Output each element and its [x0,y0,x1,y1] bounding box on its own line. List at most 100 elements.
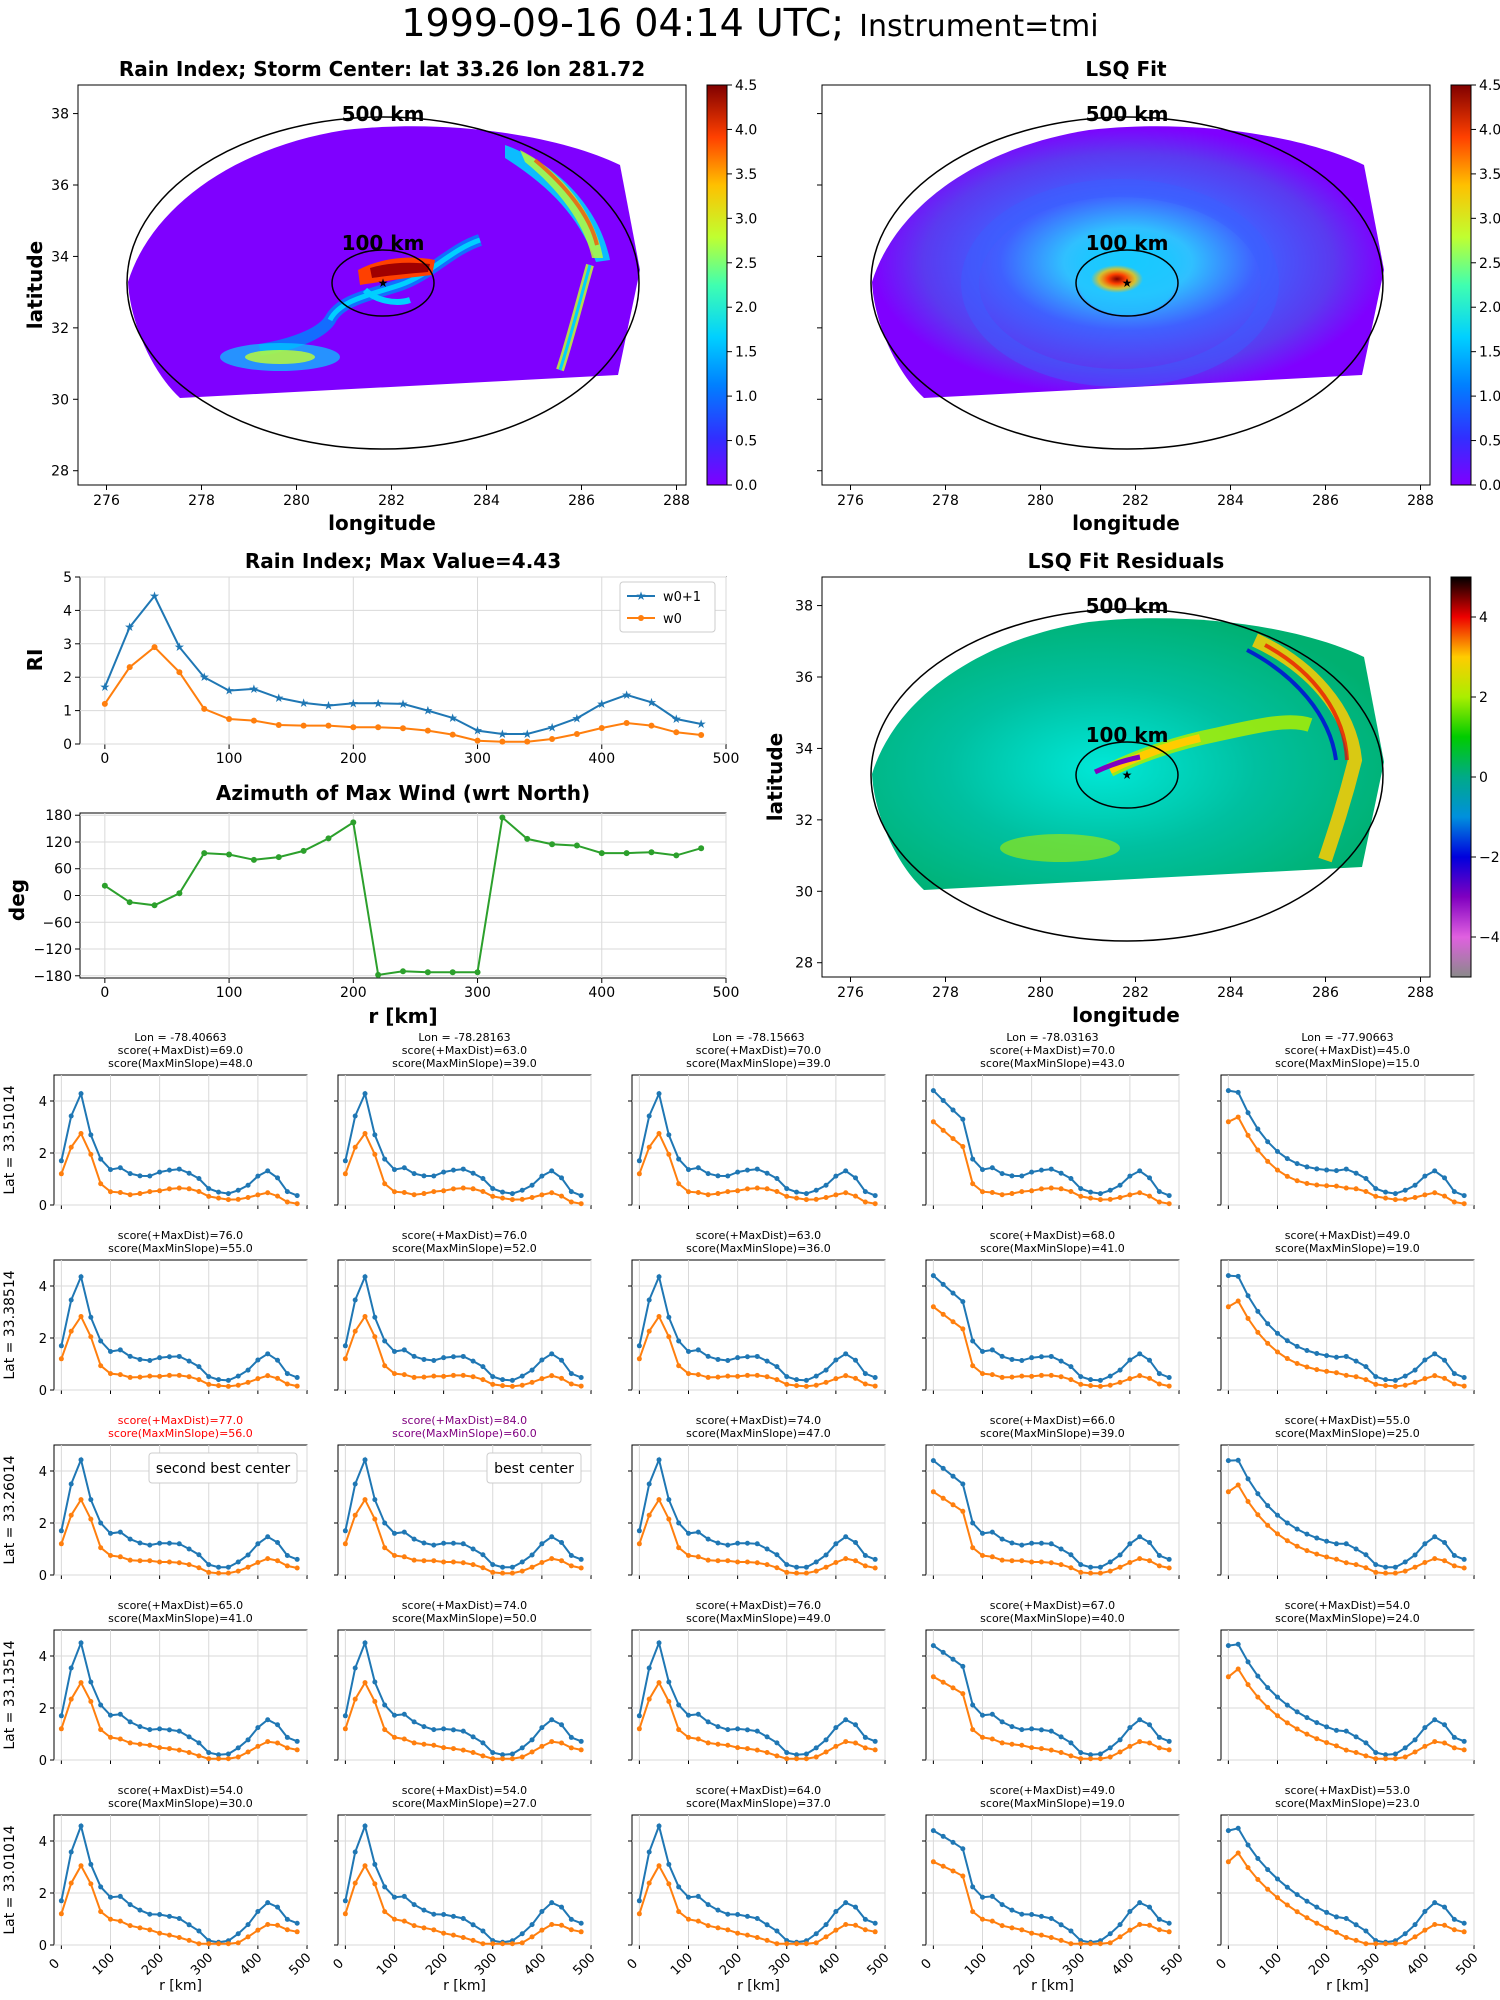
profile-series-1-point [833,1192,839,1198]
profile-series-0-point [646,1297,652,1303]
score-maxdist: score(+MaxDist)=67.0 [990,1599,1115,1612]
profile-series-0-point [1127,1173,1133,1179]
profile-series-1-point [1432,1739,1438,1745]
profile-series-0-point [950,1107,956,1113]
profile-series-1-point [1265,1340,1271,1346]
profile-series-1-point [853,1740,859,1746]
lsq-residuals-colorbar [1450,576,1472,978]
x-tick-label: 284 [1217,985,1244,1001]
profile-series-0-point [1294,1161,1300,1167]
profile-series-0-point [979,1167,985,1173]
profile-series-1-point [166,1372,172,1378]
profile-series-1-point [568,1381,574,1387]
score-maxminslope: score(MaxMinSlope)=37.0 [686,1797,831,1810]
profile-series-0-point [411,1719,417,1725]
profile-series-1-point [1235,1298,1241,1304]
lsq-fit-map-axes: 276 278 280 282 284 286 288 [817,113,1434,509]
center-grid-cell-r0-c2: Lon = -78.15663score(+MaxDist)=70.0score… [628,1031,886,1209]
center-grid-cell-r0-c4: Lon = -77.90663score(+MaxDist)=45.0score… [1217,1031,1475,1209]
profile-series-0-point [401,1529,407,1535]
profile-series-1-point [1432,1373,1438,1379]
series-0-point: ★ [298,696,309,710]
profile-series-0-point [235,1187,241,1193]
profile-series-1-point [950,1868,956,1874]
profile-series-0-point [656,1823,662,1829]
profile-series-0-point [695,1165,701,1171]
profile-series-1-point [509,1197,515,1203]
series-1-point [698,731,705,738]
profile-series-1-point [1284,1720,1290,1726]
profile-series-0-point [989,1347,995,1353]
x-tick-label: 280 [1027,985,1054,1001]
profile-series-1-point [206,1569,212,1575]
profile-series-1-point [1225,1304,1231,1310]
profile-series-0-point [107,1530,113,1536]
profile-series-1-point [78,1680,84,1686]
profile-series-1-point [1088,1941,1094,1947]
profile-series-1-point [294,1929,300,1935]
profile-series-1-point [1029,1930,1035,1936]
profile-series-1-point [107,1189,113,1195]
profile-series-0-point [421,1173,427,1179]
profile-series-1-point [930,1674,936,1680]
profile-series-0-point [98,1520,104,1526]
profile-series-1-point [265,1739,271,1745]
profile-series-0-point [1058,1546,1064,1552]
profile-series-1-point [705,1557,711,1563]
profile-series-0-point [764,1546,770,1552]
profile-series-0-point [1255,1491,1261,1497]
profile-series-1-point [774,1753,780,1759]
profile-series-1-point [1324,1740,1330,1746]
profile-series-1-point [735,1745,741,1751]
rain-index-profile-legend: ★ w0+1 w0 [619,581,716,633]
profile-series-1-point [1412,1564,1418,1570]
profile-series-1-point [754,1935,760,1941]
score-maxdist: score(+MaxDist)=77.0 [118,1414,243,1427]
profile-series-0-point [1029,1911,1035,1917]
profile-series-1-point [391,1553,397,1558]
profile-series-1-point [107,1734,113,1740]
profile-series-0-point [1402,1745,1408,1751]
profile-series-0-point [490,1750,496,1756]
profile-series-0-point [480,1175,486,1181]
x-tick-label: 0 [919,1956,935,1972]
profile-series-1-point [411,1374,417,1380]
score-maxminslope: score(MaxMinSlope)=39.0 [980,1427,1125,1440]
profile-series-1-point [1451,1199,1457,1205]
profile-series-0-point [1097,1377,1103,1383]
profile-series-1-point [157,1559,163,1565]
rain-index-colorbar-ticks: 0.00.51.01.52.02.53.03.54.04.5 [727,78,757,494]
profile-series-1-point [695,1554,701,1560]
profile-series-1-point [68,1696,74,1702]
profile-series-1-point [940,1679,946,1685]
profile-series-1-point [147,1927,153,1933]
x-tick-label: 400 [521,1950,549,1978]
residual-outer-band-core [1264,643,1349,761]
profile-series-0-point [1009,1907,1015,1913]
profile-series-1-point [401,1918,407,1924]
x-tick-label: 286 [1312,985,1339,1001]
profile-series-0-point [284,1553,290,1558]
profile-series-1-point [1137,1922,1143,1928]
profile-series-0-point [1442,1540,1448,1545]
profile-series-0-point [166,1913,172,1919]
profile-series-1-point [500,1383,506,1389]
series-0-point: ★ [621,688,632,702]
profile-series-0-point [1127,1541,1133,1547]
profile-series-0-point [568,1916,574,1922]
lsq-fit-500km-label: 500 km [1086,102,1169,126]
profile-series-0-point [539,1357,545,1363]
rain-index-colorbar [706,84,728,486]
profile-series-1-point [744,1559,750,1565]
profile-series-0-point [1402,1559,1408,1565]
profile-series-1-point [480,1753,486,1759]
center-grid-cell-r2-c4: score(+MaxDist)=55.0score(MaxMinSlope)=2… [1217,1414,1475,1579]
profile-series-0-point [127,1719,133,1725]
profile-series-0-point [1038,1167,1044,1173]
profile-series-0-point [1284,1702,1290,1708]
profile-series-0-point [989,1893,995,1899]
score-maxdist: score(+MaxDist)=45.0 [1285,1044,1410,1057]
profile-series-0-point [216,1752,222,1758]
rain-index-map-panel: Rain Index; Storm Center: lat 33.26 lon … [23,57,757,535]
